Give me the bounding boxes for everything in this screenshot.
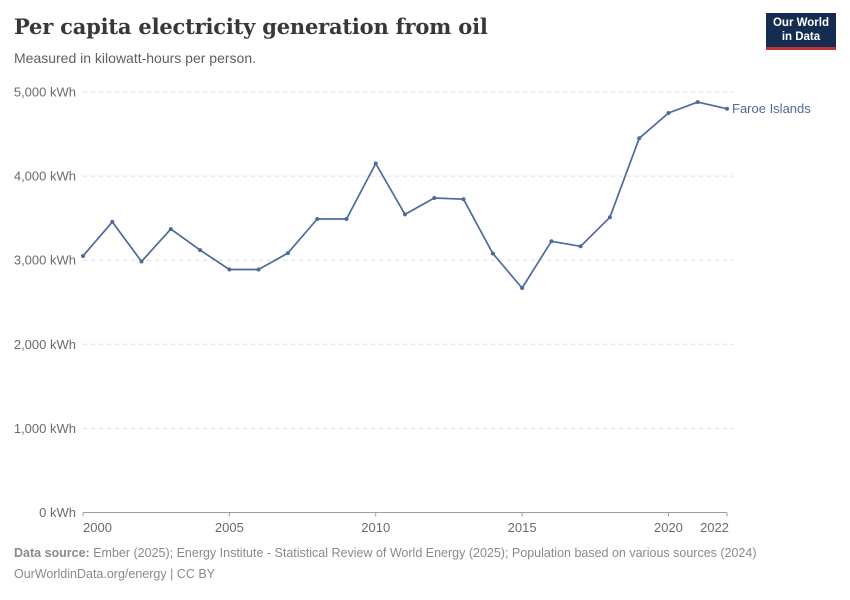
data-point-marker	[666, 111, 671, 115]
y-axis-tick-label: 3,000 kWh	[14, 253, 76, 268]
data-point-marker	[139, 259, 144, 264]
data-point-marker	[315, 217, 320, 221]
data-point-marker	[578, 244, 583, 249]
page-title: Per capita electricity generation from o…	[14, 14, 488, 39]
data-point-marker	[373, 161, 378, 166]
y-axis-tick-label: 4,000 kWh	[14, 169, 76, 184]
y-axis-tick-label: 2,000 kWh	[14, 337, 76, 352]
data-point-marker	[607, 215, 612, 220]
data-point-marker	[110, 219, 115, 224]
data-point-marker	[549, 239, 554, 244]
data-source-line: Data source: Ember (2025); Energy Instit…	[14, 545, 804, 561]
chart-subtitle: Measured in kilowatt-hours per person.	[14, 50, 257, 66]
x-axis-tick-label: 2022	[700, 520, 729, 535]
data-source-label: Data source:	[14, 546, 90, 560]
data-point-marker	[227, 267, 232, 272]
data-source-text: Ember (2025); Energy Institute - Statist…	[89, 546, 757, 560]
data-point-marker	[432, 196, 437, 200]
data-point-marker	[637, 136, 642, 141]
x-axis-tick-label: 2000	[83, 520, 112, 535]
y-axis-tick-label: 1,000 kWh	[14, 421, 76, 436]
x-axis-tick-label: 2015	[508, 520, 537, 535]
data-point-marker	[403, 212, 407, 217]
data-point-marker	[461, 197, 466, 202]
owid-logo-line1: Our World	[772, 17, 829, 29]
data-point-marker	[198, 248, 203, 253]
series-entity-label: Faroe Islands	[732, 101, 811, 116]
x-axis-tick-label: 2005	[215, 520, 244, 535]
data-point-marker	[725, 106, 729, 111]
license-line: OurWorldinData.org/energy | CC BY	[14, 567, 216, 581]
data-point-marker	[490, 251, 495, 256]
owid-logo-line2: in Data	[781, 30, 821, 43]
owid-logo: Our World in Data	[765, 13, 836, 50]
data-point-marker	[168, 227, 173, 232]
y-axis-tick-label: 0 kWh	[39, 505, 76, 520]
data-point-marker	[256, 267, 261, 272]
y-axis-tick-label: 5,000 kWh	[14, 85, 76, 100]
data-point-marker	[81, 254, 85, 258]
x-axis-tick-label: 2020	[654, 520, 683, 535]
x-axis-tick-label: 2010	[361, 520, 390, 535]
data-point-marker	[285, 251, 290, 256]
data-point-marker	[695, 100, 700, 105]
chart-canvas: 0 kWh 1,000 kWh 2,000 kWh 3,000 kWh 4,000 kW…	[14, 85, 811, 536]
data-point-marker	[520, 286, 525, 290]
data-point-marker	[344, 217, 349, 221]
